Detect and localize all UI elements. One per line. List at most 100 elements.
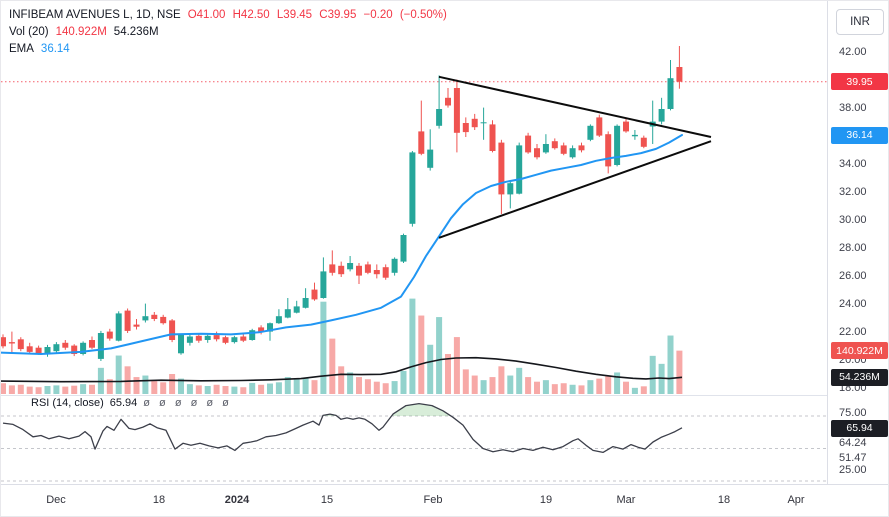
time-tick-label: 15 [320, 494, 334, 506]
volume-bar [133, 377, 140, 394]
volume-bar [169, 374, 176, 394]
candle-body [302, 298, 309, 308]
price-tick-label: 26.00 [839, 270, 867, 282]
ema-row[interactable]: EMA 36.14 [9, 41, 454, 57]
volume-bar [534, 381, 540, 394]
volume-bar [338, 366, 345, 394]
time-tick-label: Feb [423, 494, 443, 506]
candle-body [222, 337, 229, 343]
volume-bar [587, 380, 594, 394]
time-tick-label: 18 [717, 494, 731, 506]
candle-body [160, 316, 167, 324]
volume-bar [258, 384, 265, 394]
candle-body [373, 270, 380, 275]
volume-bar [44, 386, 51, 394]
time-tick-label: Dec [46, 494, 66, 506]
candle-body [445, 97, 451, 106]
volume-bar [151, 381, 158, 394]
rsi-value-badge: 65.94 [831, 419, 888, 437]
time-axis[interactable]: Dec 18 2024 15 Feb 19 Mar 18 Apr [1, 484, 888, 516]
volume-bar [631, 387, 638, 394]
candle-body [169, 320, 176, 340]
candle-body [213, 335, 220, 340]
candle-body [311, 289, 318, 300]
volume-bar [614, 372, 621, 394]
candle-body [631, 134, 638, 137]
candle-body [329, 264, 336, 273]
candle-body [204, 335, 211, 340]
rsi-line [2, 402, 683, 454]
candle-body [418, 131, 425, 154]
symbol-row[interactable]: INFIBEAM AVENUES L, 1D, NSE O41.00 H42.50… [9, 7, 454, 23]
rsi-legend[interactable]: RSI (14, close) 65.94 ø ø ø ø ø ø [31, 397, 238, 409]
volume-bar [8, 385, 15, 394]
price-tick-label: 42.00 [839, 46, 867, 58]
volume-bar [80, 384, 87, 394]
volume-bar [542, 380, 549, 394]
candle-body [258, 327, 265, 332]
volume-bar [525, 377, 532, 394]
candle-body [658, 109, 665, 122]
candle-body [489, 124, 496, 151]
volume-ma-badge: 54.236M [831, 368, 888, 386]
trendline[interactable] [438, 140, 712, 239]
volume-bar [213, 384, 220, 394]
candle-body [667, 78, 674, 109]
main-chart-svg[interactable] [1, 1, 827, 484]
price-tick-label: 34.00 [839, 158, 867, 170]
volume-bar [480, 380, 487, 394]
ema-line [1, 134, 683, 355]
volume-bar [311, 380, 318, 394]
candle-body [525, 135, 532, 153]
volume-bar [142, 375, 149, 394]
candle-body [640, 137, 647, 147]
candle-body [178, 334, 184, 354]
trendline[interactable] [438, 75, 712, 138]
time-tick-label: 2024 [224, 494, 250, 506]
price-tick-label: 32.00 [839, 186, 867, 198]
candle-body [8, 342, 15, 344]
volume-bar [445, 354, 451, 394]
candle-body [44, 347, 51, 354]
volume-bar [329, 338, 336, 394]
candle-body [676, 67, 683, 82]
volume-bar [240, 387, 247, 394]
candle-body [338, 265, 345, 275]
volume-bar [106, 379, 113, 394]
volume-bar [89, 384, 95, 394]
rsi-tick-label: 75.00 [839, 407, 867, 419]
candle-body [249, 330, 256, 340]
volume-row[interactable]: Vol (20) 140.922M 54.236M [9, 24, 454, 40]
price-axis[interactable]: INR 42.00 38.00 34.00 32.00 30.00 28.00 26.00 2… [828, 1, 888, 484]
volume-bar [667, 335, 674, 394]
currency-button[interactable]: INR [836, 9, 884, 35]
candle-body [17, 339, 24, 350]
volume-bar [409, 298, 416, 394]
volume-bar [302, 378, 309, 394]
candle-body [195, 335, 202, 341]
candle-body [80, 342, 87, 354]
rsi-tick-label: 51.47 [839, 452, 867, 464]
volume-bar [578, 385, 585, 394]
volume-bar [391, 381, 398, 394]
candle-body [53, 344, 60, 352]
time-tick-label: 19 [539, 494, 553, 506]
candle-body [62, 342, 69, 348]
candle-body [471, 118, 478, 128]
candle-body [623, 121, 629, 132]
time-tick-label: Mar [616, 494, 636, 506]
candle-body [71, 345, 78, 354]
candle-body [382, 267, 389, 278]
volume-bar [436, 317, 443, 394]
candle-body [284, 309, 291, 318]
chart-plot-area[interactable]: INFIBEAM AVENUES L, 1D, NSE O41.00 H42.50… [1, 1, 827, 484]
volume-bar [453, 337, 460, 394]
candle-body [453, 88, 460, 133]
candle-body [124, 310, 131, 331]
volume-bar [623, 381, 629, 394]
candle-body [275, 316, 282, 324]
candle-body [427, 149, 434, 168]
candle-body [462, 123, 469, 133]
candle-body [115, 313, 122, 341]
